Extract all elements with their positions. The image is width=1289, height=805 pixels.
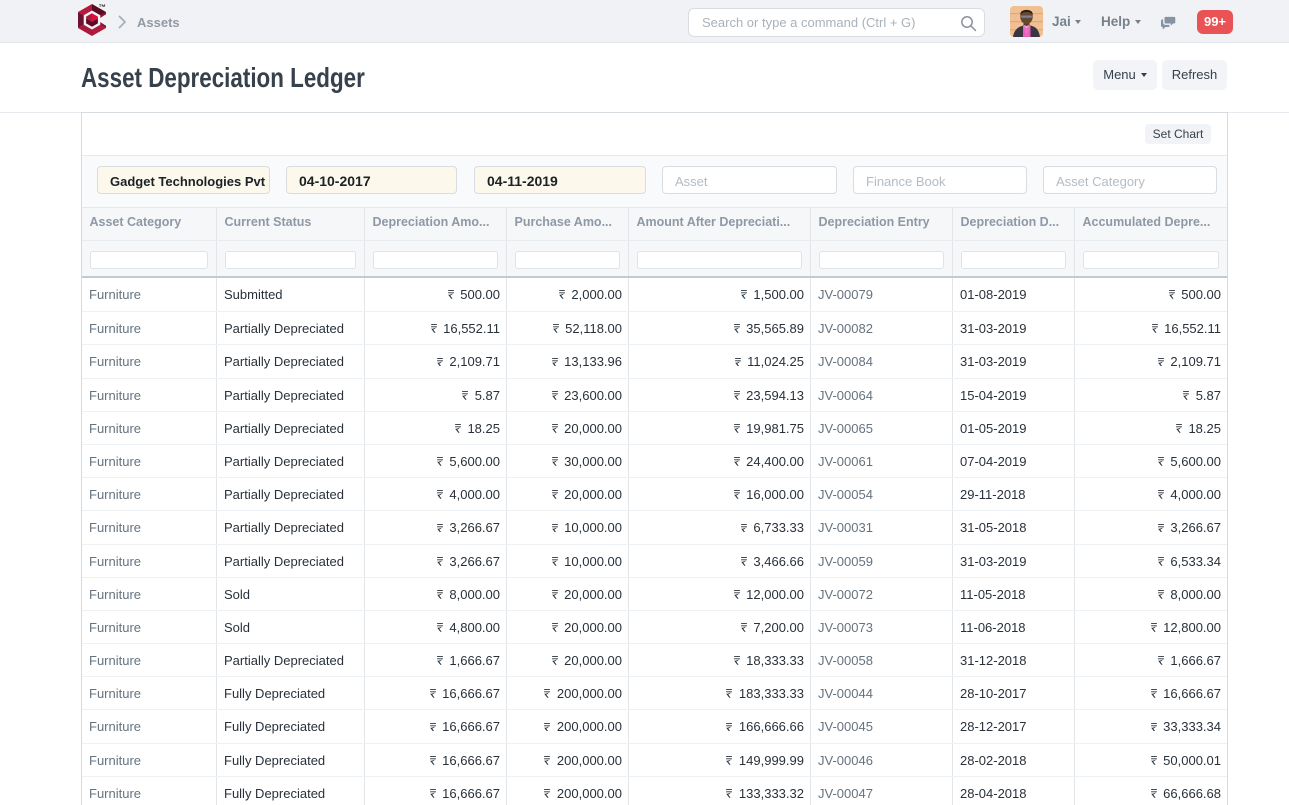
svg-text:™: ™ [99,3,107,12]
